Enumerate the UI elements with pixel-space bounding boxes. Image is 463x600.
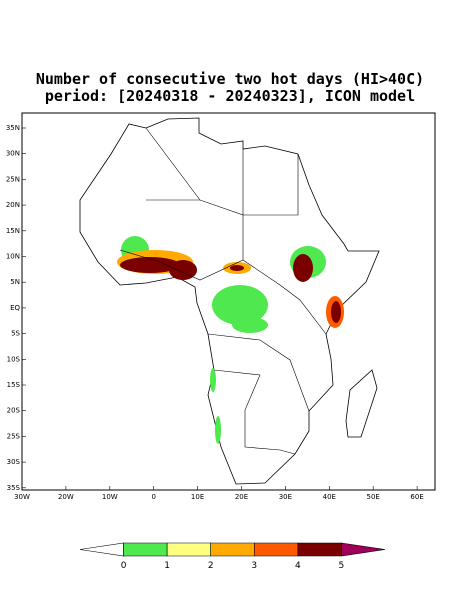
title-line: Number of consecutive two hot days (HI>4… xyxy=(36,70,424,88)
country-border xyxy=(213,369,296,455)
lat-label: 5N xyxy=(10,278,20,286)
country-border xyxy=(145,127,201,201)
lat-label: 15S xyxy=(7,381,21,389)
colorbar-swatch xyxy=(123,542,168,557)
colorbar: 0 1 2 3 4 5 xyxy=(79,542,386,571)
lat-label: 30N xyxy=(6,150,20,158)
colorbar-swatch xyxy=(253,542,299,557)
country-border xyxy=(242,259,327,335)
colorbar-swatch xyxy=(341,542,386,557)
map-layer xyxy=(79,117,380,485)
hot-area xyxy=(120,257,180,273)
hot-area xyxy=(230,265,244,271)
lon-label: 30E xyxy=(279,493,292,501)
lon-label: 40E xyxy=(323,493,336,501)
colorbar-swatch xyxy=(79,542,124,557)
lon-label: 20E xyxy=(235,493,248,501)
lon-label: 10W xyxy=(102,493,118,501)
lon-label: 20W xyxy=(58,493,74,501)
lat-label: 35N xyxy=(6,124,20,132)
colorbar-swatch xyxy=(166,542,212,557)
madagascar xyxy=(345,369,378,438)
colorbar-label: 2 xyxy=(208,561,214,571)
colorbar-label: 5 xyxy=(339,561,345,571)
lat-label: 25S xyxy=(7,432,21,440)
lon-label: 10E xyxy=(191,493,204,501)
colorbar-swatch xyxy=(210,542,255,557)
lat-label: 10S xyxy=(7,355,21,363)
lon-label: 30W xyxy=(14,493,30,501)
lat-label: 30S xyxy=(7,458,21,466)
hot-area xyxy=(169,260,197,280)
lat-label: EQ xyxy=(10,304,20,312)
country-border xyxy=(242,149,299,216)
hot-areas xyxy=(117,236,344,444)
hot-area xyxy=(293,254,313,282)
lat-label: 25N xyxy=(6,175,20,183)
lat-label: 15N xyxy=(6,227,20,235)
lon-label: 60E xyxy=(410,493,423,501)
colorbar-swatch xyxy=(297,542,342,557)
lat-label: 20N xyxy=(6,201,20,209)
lat-label: 5S xyxy=(11,330,20,338)
hot-area xyxy=(210,368,216,392)
colorbar-label: 0 xyxy=(121,561,127,571)
hot-area xyxy=(212,285,268,325)
lat-label: 10N xyxy=(6,253,20,261)
colorbar-label: 4 xyxy=(295,561,301,571)
hot-area xyxy=(215,416,221,444)
colorbar-label: 3 xyxy=(251,561,257,571)
colorbar-label: 1 xyxy=(164,561,170,571)
lat-label: 35S xyxy=(7,484,21,492)
hot-area xyxy=(331,301,341,323)
lon-label: 50E xyxy=(367,493,380,501)
hot-area xyxy=(232,317,268,333)
lat-label: 20S xyxy=(7,407,21,415)
lon-label: 0 xyxy=(151,493,155,501)
country-border xyxy=(207,333,310,412)
axis-labels: 35N 30N 25N 20N 15N 10N 5N EQ 5S 10S 15S 20S 25S 30S 3… xyxy=(6,124,424,501)
title-line: period: [20240318 - 20240323], ICON mode… xyxy=(45,87,415,105)
